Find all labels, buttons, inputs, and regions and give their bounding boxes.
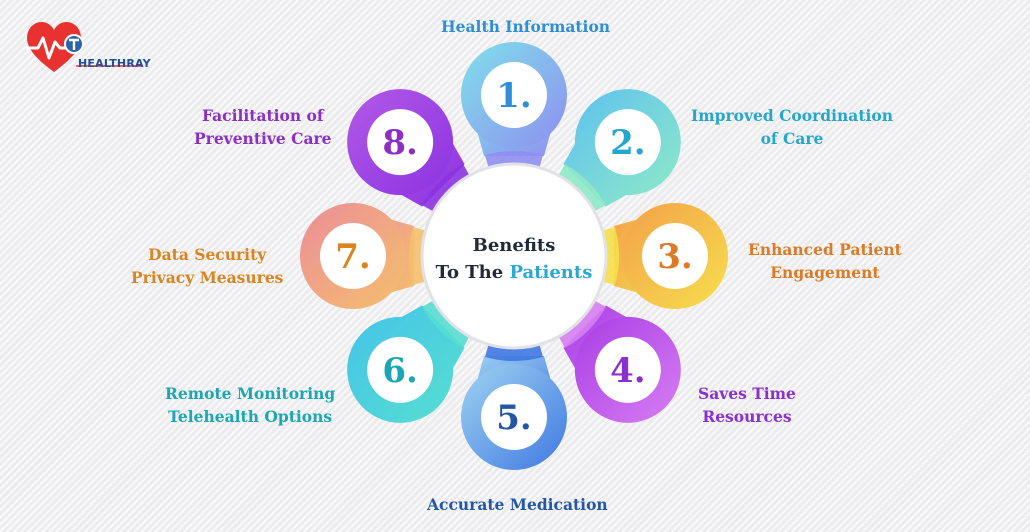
healthray-logo: [26, 21, 142, 72]
benefit-label-line: Data Security: [148, 245, 267, 264]
petal-number: 7.: [335, 237, 371, 277]
petal-number: 5.: [496, 398, 532, 438]
benefit-label-2: Improved Coordination of Care: [691, 104, 893, 150]
benefit-label-line: Facilitation of: [201, 106, 324, 125]
center-ring-segment: [601, 226, 619, 286]
benefit-label-7: Data Security Privacy Measures: [131, 243, 283, 289]
benefit-label-line: Accurate Medication: [427, 495, 608, 514]
benefit-label-3: Enhanced Patient Engagement: [748, 238, 902, 284]
center-ring-segment: [484, 151, 544, 169]
petal-number: 2.: [610, 123, 646, 163]
benefit-label-5: Accurate Medication: [427, 493, 608, 516]
center-ring-segment: [409, 226, 427, 286]
benefit-label-line: Telehealth Options: [168, 407, 333, 426]
petal-number: 3.: [657, 237, 693, 277]
benefit-label-line: of Care: [760, 129, 824, 148]
benefit-label-line: Engagement: [770, 263, 880, 282]
petal-7: 7.: [300, 203, 414, 309]
benefit-label-4: Saves Time Resources: [698, 382, 796, 428]
petal-number: 1.: [496, 76, 532, 116]
center-title-line1: Benefits: [472, 235, 556, 256]
petal-3: 3.: [614, 203, 728, 309]
center-title-prefix: To The: [435, 262, 504, 283]
center-circle: [420, 162, 608, 350]
center-ring-segment: [422, 164, 471, 213]
brand-name: HEALTHRAY: [78, 57, 151, 70]
benefit-label-line: Remote Monitoring: [165, 384, 336, 403]
benefit-label-8: Facilitation of Preventive Care: [194, 104, 332, 150]
center-title: Benefits To The Patients: [403, 232, 625, 286]
petal-inner-circle: [367, 109, 434, 176]
center-title-line2: To The Patients: [403, 259, 625, 286]
center-title-highlight: Patients: [509, 262, 593, 283]
petal-number: 8.: [382, 123, 418, 163]
benefit-label-line: Improved Coordination: [691, 106, 893, 125]
benefit-label-line: Enhanced Patient: [748, 240, 902, 259]
petal-inner-circle: [642, 223, 708, 289]
petal-inner-circle: [481, 62, 547, 128]
center-ring-segment: [422, 299, 471, 348]
petal-inner-circle: [594, 109, 661, 176]
petal-number: 4.: [610, 351, 646, 391]
petal-inner-circle: [367, 336, 434, 403]
benefit-label-line: Health Information: [441, 17, 611, 36]
benefit-label-6: Remote Monitoring Telehealth Options: [165, 382, 335, 428]
petal-inner-circle: [594, 336, 661, 403]
center-ring-segment: [557, 299, 606, 348]
petal-inner-circle: [320, 223, 386, 289]
benefit-label-1: Health Information: [441, 15, 610, 38]
pulse-line-icon: [26, 36, 82, 60]
petal-inner-circle: [481, 384, 547, 450]
petal-1: 1.: [461, 42, 567, 156]
benefit-label-line: Preventive Care: [194, 129, 332, 148]
benefit-label-line: Privacy Measures: [131, 268, 284, 287]
center-ring-segment: [484, 343, 544, 361]
benefit-label-line: Resources: [702, 407, 792, 426]
petal-5: 5.: [461, 356, 567, 470]
center-ring-segment: [557, 164, 606, 213]
benefit-label-line: Saves Time: [698, 384, 796, 403]
petal-number: 6.: [382, 351, 418, 391]
